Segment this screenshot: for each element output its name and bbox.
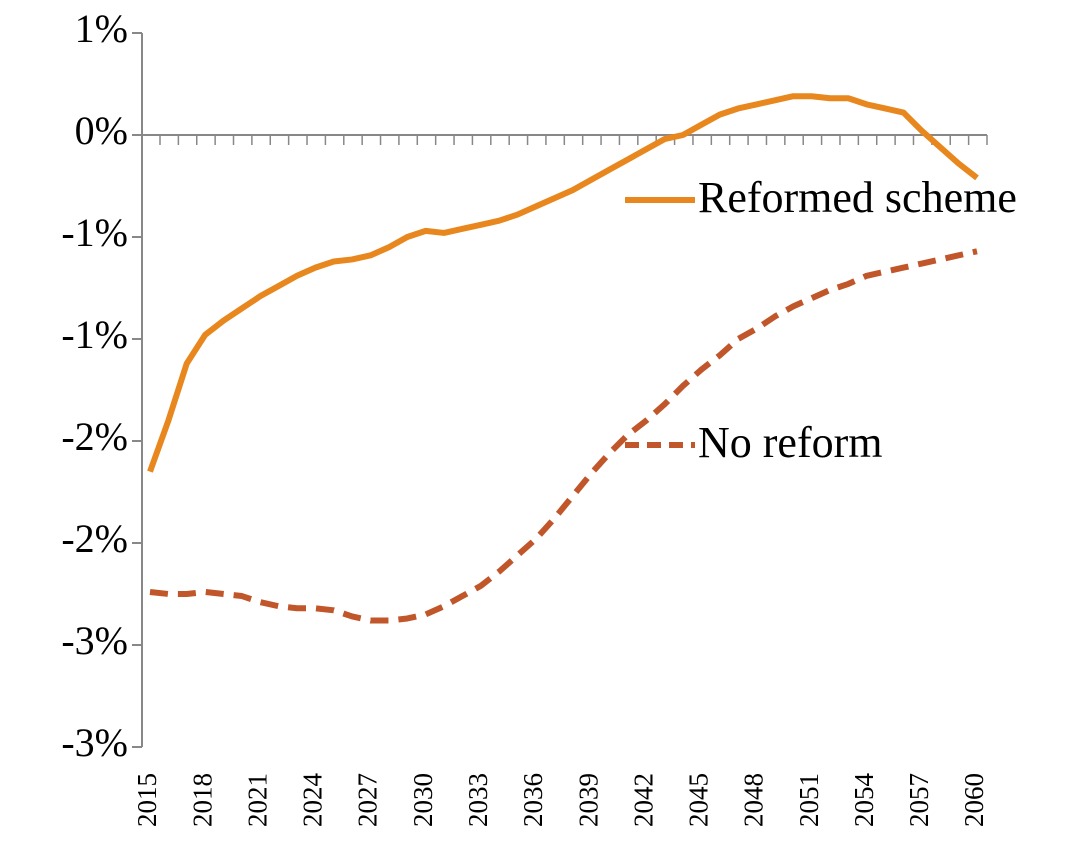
- y-tick-label: -3%: [61, 618, 128, 663]
- x-tick-label: 2054: [849, 773, 879, 828]
- legend-label: No reform: [698, 418, 883, 467]
- y-tick-label: -1%: [61, 210, 128, 255]
- x-tick-label: 2060: [959, 773, 989, 827]
- x-tick-label: 2042: [628, 773, 658, 827]
- x-tick-label: 2021: [242, 773, 272, 827]
- y-tick-label: -2%: [61, 414, 128, 459]
- x-tick-label: 2045: [684, 773, 714, 827]
- x-tick-label: 2033: [463, 773, 493, 827]
- x-tick-label: 2030: [408, 773, 438, 827]
- x-tick-label: 2024: [298, 773, 328, 828]
- series-line: [147, 93, 979, 473]
- legend-label: Reformed scheme: [698, 173, 1017, 222]
- x-tick-label: 2036: [518, 773, 548, 827]
- y-tick-label: -1%: [61, 312, 128, 357]
- x-tick-label: 2018: [187, 773, 217, 827]
- x-tick-label: 2048: [739, 773, 769, 827]
- y-tick-label: 0%: [75, 108, 128, 153]
- x-tick-label: 2051: [794, 773, 824, 827]
- x-tick-label: 2015: [132, 773, 162, 827]
- x-tick-label: 2039: [573, 773, 603, 827]
- y-tick-label: 1%: [75, 6, 128, 51]
- y-tick-label: -2%: [61, 516, 128, 561]
- y-tick-label: -3%: [61, 720, 128, 765]
- x-tick-label: 2027: [353, 773, 383, 827]
- x-tick-label: 2057: [904, 773, 934, 827]
- series-line: [149, 248, 978, 624]
